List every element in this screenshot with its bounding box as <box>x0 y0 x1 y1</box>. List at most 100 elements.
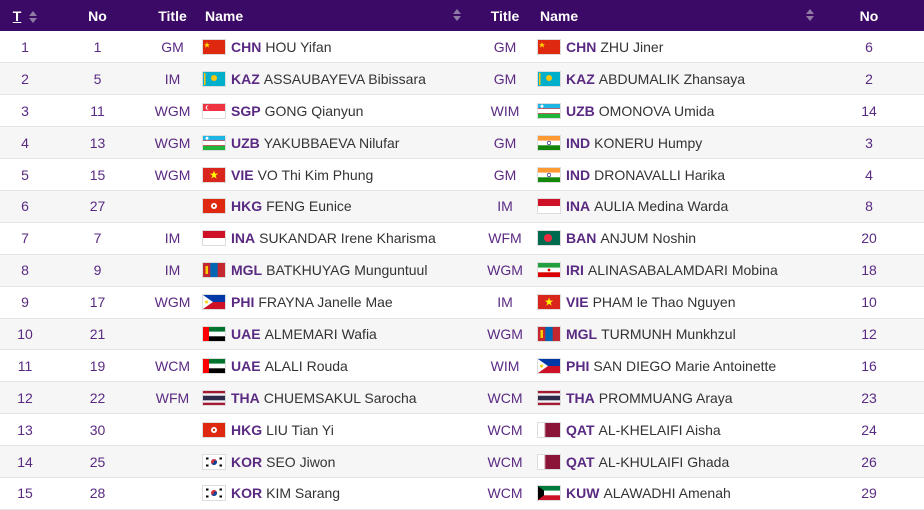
player-cell: KAZ ASSAUBAYEVA Bibissara <box>200 63 475 95</box>
player-title: WGM <box>154 102 191 119</box>
opponent-cell: INA AULIA Medina Warda <box>535 190 814 222</box>
opponent-cell: IND DRONAVALLI Harika <box>535 159 814 191</box>
federation-code: PHI <box>231 294 255 311</box>
flag-icon <box>202 38 226 55</box>
flag-icon <box>537 166 561 183</box>
opponent-title: WFM <box>488 230 522 247</box>
player-cell: VIE VO Thi Kim Phung <box>200 159 475 191</box>
player-name[interactable]: ALMEMARI Wafia <box>264 325 377 342</box>
opponent-name[interactable]: AL-KHULAIFI Ghada <box>598 453 730 470</box>
player-name[interactable]: HOU Yifan <box>265 38 332 55</box>
opponent-title: WGM <box>487 262 523 279</box>
opponent-name[interactable]: AULIA Medina Warda <box>594 198 729 215</box>
opponent-title: IM <box>497 198 513 215</box>
opponent-cell: BAN ANJUM Noshin <box>535 222 814 254</box>
player-name[interactable]: KIM Sarang <box>266 485 341 502</box>
player-name[interactable]: GONG Qianyun <box>264 102 364 119</box>
table-row: 9 17 WGM PHI FRAYNA Janelle Mae IM VIE PHA… <box>0 286 924 319</box>
player-name[interactable]: ASSAUBAYEVA Bibissara <box>263 70 426 87</box>
player-title: IM <box>164 262 181 279</box>
player-name[interactable]: VO Thi Kim Phung <box>257 166 374 183</box>
federation-code: BAN <box>566 230 597 247</box>
opponent-name[interactable]: AL-KHELAIFI Aisha <box>598 421 721 438</box>
player-title: WGM <box>154 166 191 183</box>
opponent-title: WIM <box>490 102 520 119</box>
player-name[interactable]: ALALI Rouda <box>264 357 348 374</box>
opponent-title: GM <box>493 70 517 87</box>
column-header-title[interactable]: Title <box>158 7 187 24</box>
opponent-name[interactable]: KONERU Humpy <box>594 134 703 151</box>
player-number: 19 <box>89 357 106 374</box>
player-title <box>145 318 200 350</box>
opponent-name[interactable]: PROMMUANG Araya <box>598 389 733 406</box>
opponent-name[interactable]: TURMUNH Munkhzul <box>601 325 736 342</box>
opponent-name[interactable]: ZHU Jiner <box>600 38 664 55</box>
column-header-no[interactable]: No <box>88 7 107 24</box>
player-title: WGM <box>154 134 191 151</box>
player-number: 13 <box>89 134 106 151</box>
player-cell: CHN HOU Yifan <box>200 31 475 63</box>
opponent-name[interactable]: SAN DIEGO Marie Antoinette <box>593 357 777 374</box>
opponent-cell: IRI ALINASABALAMDARI Mobina <box>535 254 814 286</box>
opponent-name[interactable]: ANJUM Noshin <box>600 230 697 247</box>
flag-icon <box>202 294 226 311</box>
player-name[interactable]: LIU Tian Yi <box>266 421 334 438</box>
flag-icon <box>537 262 561 279</box>
opponent-cell: KUW ALAWADHI Amenah <box>535 477 814 509</box>
opponent-name[interactable]: ABDUMALIK Zhansaya <box>598 70 746 87</box>
table-number: 7 <box>21 230 29 247</box>
opponent-name[interactable]: DRONAVALLI Harika <box>594 166 726 183</box>
federation-code: IND <box>566 134 591 151</box>
player-name[interactable]: FENG Eunice <box>266 198 352 215</box>
federation-code: MGL <box>566 325 598 342</box>
player-name[interactable]: SUKANDAR Irene Kharisma <box>259 230 436 247</box>
player-name[interactable]: YAKUBBAEVA Nilufar <box>263 134 400 151</box>
table-number: 6 <box>21 198 29 215</box>
player-name[interactable]: SEO Jiwon <box>266 453 336 470</box>
column-header-title-2[interactable]: Title <box>490 7 520 24</box>
federation-code: HKG <box>231 421 263 438</box>
opponent-cell: CHN ZHU Jiner <box>535 31 814 63</box>
opponent-title: WCM <box>487 389 523 406</box>
federation-code: VIE <box>231 166 254 183</box>
player-name[interactable]: BATKHUYAG Munguntuul <box>266 262 428 279</box>
opponent-name[interactable]: ALAWADHI Amenah <box>603 485 731 502</box>
column-header-no-2[interactable]: No <box>859 7 879 24</box>
table-row: 5 15 WGM VIE VO Thi Kim Phung GM IND DRONA… <box>0 159 924 191</box>
player-number: 25 <box>89 453 106 470</box>
player-name[interactable]: FRAYNA Janelle Mae <box>258 294 393 311</box>
column-header-name-2[interactable]: Name <box>535 0 814 31</box>
player-name[interactable]: CHUEMSAKUL Sarocha <box>263 389 417 406</box>
player-cell: THA CHUEMSAKUL Sarocha <box>200 382 475 414</box>
opponent-title: GM <box>493 38 517 55</box>
federation-code: IRI <box>566 262 584 279</box>
table-number: 5 <box>21 166 29 183</box>
opponent-name[interactable]: PHAM le Thao Nguyen <box>592 294 736 311</box>
table-number: 13 <box>17 421 33 438</box>
opponent-name[interactable]: OMONOVA Umida <box>598 102 715 119</box>
flag-icon <box>537 70 561 87</box>
flag-icon <box>202 421 226 438</box>
federation-code: PHI <box>566 357 590 374</box>
column-label-name-2: Name <box>540 7 579 24</box>
opponent-number: 12 <box>861 325 877 342</box>
flag-icon <box>537 357 561 374</box>
federation-code: MGL <box>231 262 263 279</box>
federation-code: THA <box>566 389 595 406</box>
flag-icon <box>202 230 226 247</box>
flag-icon <box>537 294 561 311</box>
flag-icon <box>202 134 226 151</box>
table-number: 12 <box>17 389 33 406</box>
opponent-number: 29 <box>861 485 877 502</box>
column-header-name[interactable]: Name <box>200 0 475 31</box>
opponent-cell: VIE PHAM le Thao Nguyen <box>535 286 814 318</box>
table-number: 1 <box>21 38 29 55</box>
opponent-name[interactable]: ALINASABALAMDARI Mobina <box>587 262 778 279</box>
opponent-title: WIM <box>490 357 520 374</box>
table-row: 14 25 KOR SEO Jiwon WCM QAT AL-KHULAIFI Gh… <box>0 445 924 478</box>
sort-icon[interactable] <box>806 8 814 21</box>
sort-icon[interactable] <box>29 10 38 23</box>
column-header-table[interactable]: T <box>0 0 50 31</box>
sort-icon[interactable] <box>453 8 461 21</box>
